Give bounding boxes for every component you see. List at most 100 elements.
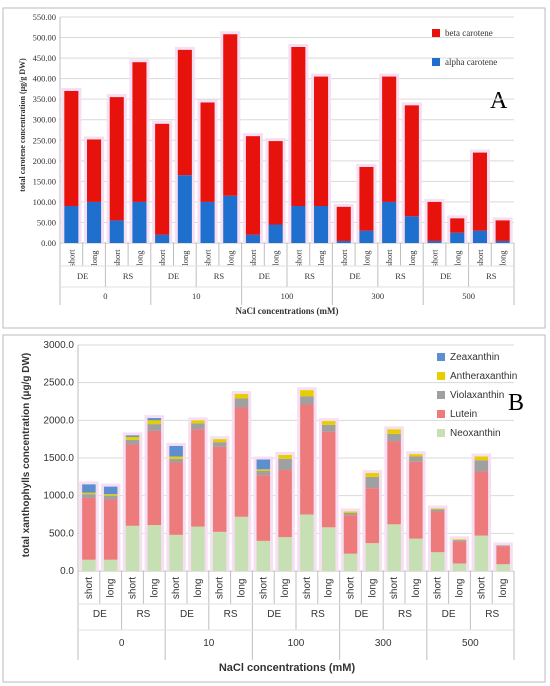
bar-segment-neoxanthin — [300, 514, 314, 571]
bar-segment-beta-carotene — [245, 136, 260, 235]
bar-segment-antheraxanthin — [409, 454, 423, 457]
bar-segment-beta-carotene — [336, 206, 351, 241]
panel-b-y-ticks: 0.0 500.0 1000.0 1500.0 2000.0 2500.0 3000.0 — [43, 340, 74, 577]
bar-segment-beta-carotene — [404, 105, 419, 217]
bar-segment-alpha-carotene — [87, 201, 102, 243]
panel-a-x-categories: short long short long short long short long shor… — [59, 243, 515, 305]
bar-segment-violaxanthin — [125, 439, 140, 445]
x-tick-label-duration: long — [498, 579, 509, 598]
panel-a-letter: A — [490, 88, 508, 114]
y-tick-label: 400.00 — [33, 74, 56, 84]
x-tick-label-duration: long — [316, 250, 326, 266]
bar-segment-violaxanthin — [474, 460, 489, 472]
x-tick-label-concentration: 100 — [281, 291, 294, 301]
y-tick-label: 450.00 — [33, 53, 56, 63]
bar-segment-antheraxanthin — [191, 420, 205, 424]
bar-segment-alpha-carotene — [336, 240, 351, 243]
bar-segment-lutein — [125, 444, 140, 526]
bar-segment-violaxanthin — [212, 442, 227, 447]
bar-segment-beta-carotene — [495, 220, 510, 241]
bar-segment-neoxanthin — [452, 563, 467, 571]
bar-segment-alpha-carotene — [450, 232, 465, 243]
bar-segment-beta-carotene — [314, 76, 329, 207]
y-tick-label: 300.00 — [33, 115, 56, 125]
bar-segment-antheraxanthin — [300, 390, 314, 397]
bar-segment-alpha-carotene — [245, 234, 260, 243]
bar-segment-neoxanthin — [82, 559, 96, 571]
bar-segment-lutein — [474, 471, 489, 536]
bar-segment-alpha-carotene — [382, 201, 397, 243]
x-tick-label-concentration: 300 — [375, 638, 392, 649]
bar-segment-lutein — [169, 462, 183, 535]
bar-segment-violaxanthin — [365, 476, 380, 489]
bar-segment-lutein — [191, 429, 205, 527]
bar-segment-alpha-carotene — [177, 175, 192, 243]
bar-segment-beta-carotene — [155, 123, 170, 235]
x-tick-label-duration: short — [346, 577, 357, 599]
bar-segment-antheraxanthin — [474, 456, 489, 461]
x-tick-label-treatment: RS — [123, 271, 134, 281]
bar-segment-lutein — [82, 497, 96, 560]
panel-a-x-axis-label: NaCl concentrations (mM) — [236, 306, 339, 316]
bar-segment-neoxanthin — [409, 538, 423, 571]
bar-segment-neoxanthin — [256, 540, 271, 571]
bar-segment-alpha-carotene — [109, 220, 124, 243]
bar-segment-neoxanthin — [278, 537, 292, 571]
x-tick-label-duration: long — [455, 579, 466, 598]
x-tick-label-concentration: 300 — [371, 291, 384, 301]
bar-segment-beta-carotene — [223, 34, 238, 196]
x-tick-label-treatment: DE — [349, 271, 360, 281]
panel-a-bars — [61, 31, 513, 244]
panel-a-legend: beta carotene alpha carotene — [432, 28, 497, 67]
x-tick-label-treatment: RS — [304, 271, 315, 281]
x-tick-label-duration: long — [225, 250, 235, 266]
bar-segment-neoxanthin — [125, 525, 140, 571]
x-tick-label-duration: long — [193, 579, 204, 598]
bar-segment-antheraxanthin — [125, 436, 140, 440]
bar-segment-lutein — [256, 475, 271, 541]
bar-segment-alpha-carotene — [200, 201, 215, 243]
bar-segment-neoxanthin — [147, 525, 162, 571]
panel-a-y-axis-label: total carotene concentration (μg/g DW) — [18, 58, 27, 192]
legend-swatch — [432, 29, 440, 37]
y-tick-label: 2500.0 — [43, 378, 74, 389]
bar-segment-beta-carotene — [427, 201, 442, 241]
bar-segment-neoxanthin — [343, 553, 358, 571]
x-tick-label-treatment: RS — [485, 609, 499, 620]
x-tick-label-duration: short — [475, 249, 485, 267]
bar-segment-beta-carotene — [450, 218, 465, 233]
bar-segment-lutein — [430, 511, 445, 553]
x-tick-label-treatment: RS — [395, 271, 406, 281]
bar-segment-violaxanthin — [82, 494, 96, 498]
bar-segment-alpha-carotene — [314, 206, 329, 243]
bar-segment-violaxanthin — [430, 509, 445, 512]
bar-segment-lutein — [321, 431, 336, 528]
x-tick-label-duration: short — [302, 577, 313, 599]
legend-swatch — [432, 58, 440, 66]
x-tick-label-treatment: DE — [93, 609, 107, 620]
y-tick-label: 250.00 — [33, 135, 56, 145]
panel-b-letter: B — [508, 390, 524, 416]
bar-segment-lutein — [387, 441, 401, 525]
panel-b-x-axis-label: NaCl concentrations (mM) — [219, 662, 356, 674]
bar-segment-neoxanthin — [169, 534, 183, 571]
y-tick-label: 550.00 — [33, 12, 56, 22]
y-tick-label: 350.00 — [33, 94, 56, 104]
x-tick-label-concentration: 500 — [462, 638, 479, 649]
x-tick-label-treatment: DE — [180, 609, 194, 620]
bar-segment-lutein — [278, 470, 292, 538]
bar-segment-beta-carotene — [177, 49, 192, 176]
bar-segment-violaxanthin — [191, 423, 205, 430]
bar-segment-alpha-carotene — [223, 195, 238, 243]
bar-segment-alpha-carotene — [495, 240, 510, 243]
bar-segment-zeaxanthin — [169, 445, 183, 457]
bar-segment-zeaxanthin — [103, 486, 118, 495]
bar-segment-zeaxanthin — [256, 459, 271, 470]
legend-label: Neoxanthin — [450, 428, 501, 439]
bar-segment-violaxanthin — [103, 495, 118, 500]
bar-segment-violaxanthin — [452, 540, 467, 542]
bar-segment-antheraxanthin — [103, 494, 118, 496]
bar-segment-antheraxanthin — [256, 469, 271, 471]
bar-segment-zeaxanthin — [82, 484, 96, 493]
